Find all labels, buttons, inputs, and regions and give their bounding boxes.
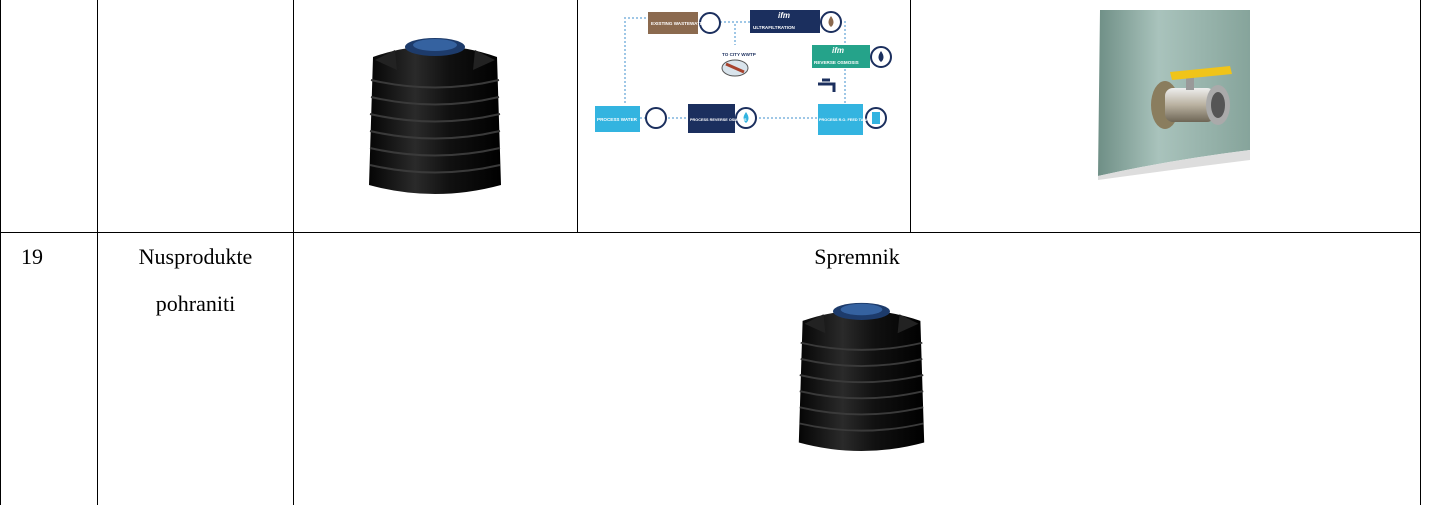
cell xyxy=(293,0,578,233)
table-row xyxy=(0,0,1421,233)
item-cell: Nusprodukte pohraniti xyxy=(97,232,294,505)
table-row: 19 Nusprodukte pohraniti Spremnik xyxy=(0,232,1421,505)
cell xyxy=(910,0,1421,233)
cell xyxy=(577,0,911,233)
solution-cell: Spremnik xyxy=(293,232,1421,505)
row-number: 19 xyxy=(0,232,98,505)
solution-text: Spremnik xyxy=(814,244,900,269)
item-text: Nusprodukte pohraniti xyxy=(138,244,253,316)
cell xyxy=(97,0,294,233)
cell xyxy=(0,0,98,233)
